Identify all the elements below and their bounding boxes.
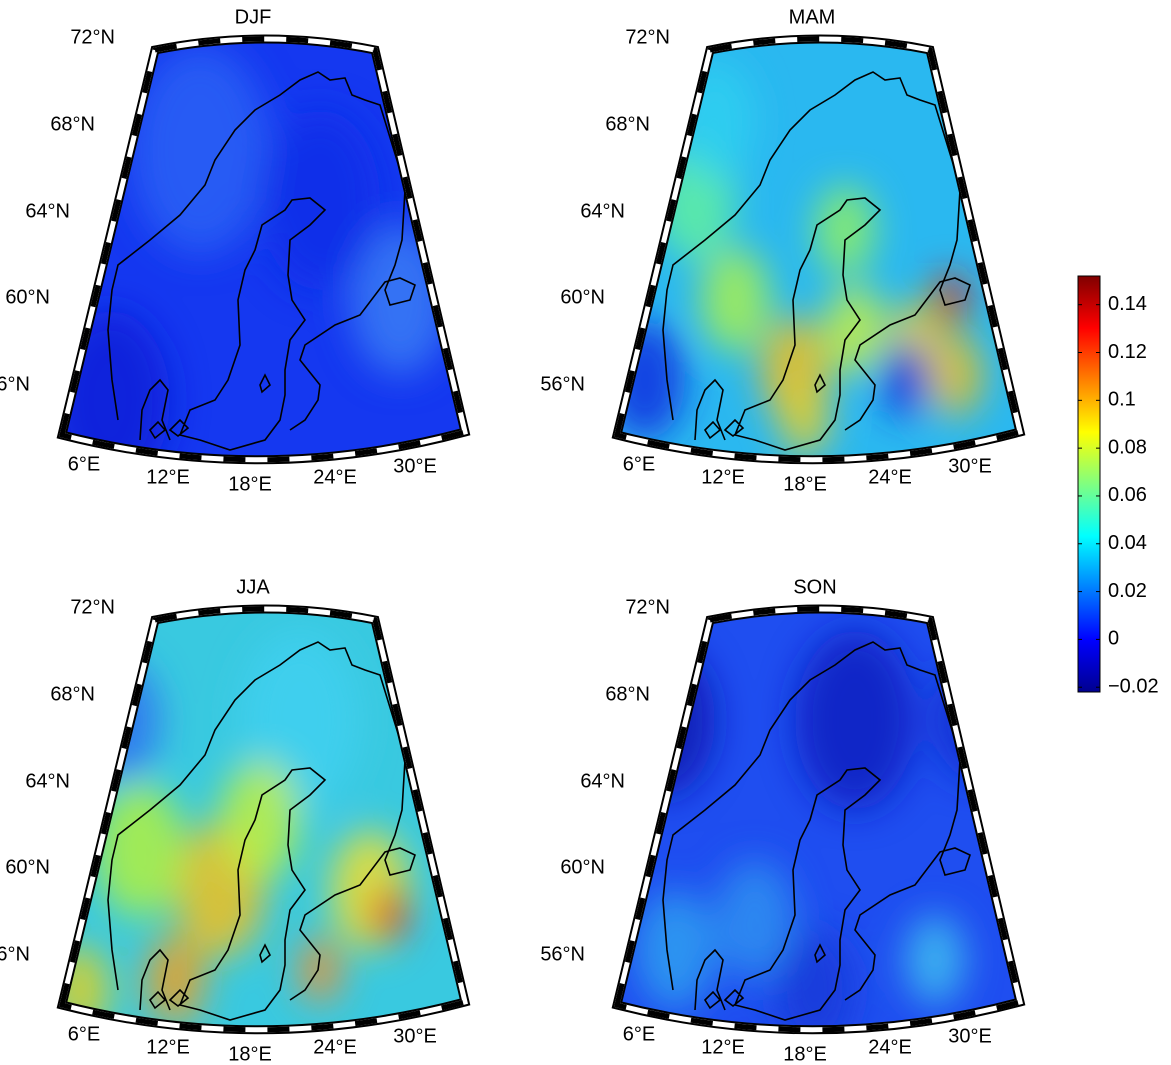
panel-title: SON [793, 576, 836, 598]
coastline [107, 71, 416, 451]
colorbar-label: 0.12 [1108, 341, 1147, 363]
lon-label: 6°E [68, 453, 100, 475]
colorbar-label: 0.1 [1108, 389, 1136, 411]
lon-label: 18°E [783, 473, 827, 495]
lat-label: 72°N [70, 596, 115, 618]
lon-label: 6°E [68, 1023, 100, 1045]
lat-label: 72°N [625, 596, 670, 618]
lon-label: 6°E [623, 1023, 655, 1045]
colorbar-label: 0.06 [1108, 484, 1147, 506]
lat-label: 56°N [540, 943, 585, 965]
lat-label: 68°N [50, 683, 95, 705]
lat-label: 72°N [70, 26, 115, 48]
panel-title: JJA [236, 576, 270, 598]
panel-title: MAM [789, 6, 836, 28]
coastline [662, 71, 971, 451]
map-panel: SON 72°N 68°N 64°N 60°N 56°N 6°E 12°E 18°E 24°E 30… [540, 576, 1026, 1065]
lon-label: 6°E [623, 453, 655, 475]
lon-label: 24°E [313, 1036, 357, 1058]
colorbar-label: 0.08 [1108, 436, 1147, 458]
lat-label: 56°N [540, 373, 585, 395]
lon-label: 18°E [228, 473, 272, 495]
lat-label: 60°N [5, 286, 50, 308]
lon-label: 24°E [313, 466, 357, 488]
lat-label: 60°N [560, 286, 605, 308]
field [617, 39, 1020, 460]
lat-label: 68°N [605, 113, 650, 135]
lon-label: 12°E [146, 466, 190, 488]
field [62, 39, 465, 460]
lon-label: 24°E [868, 466, 912, 488]
lat-label: 64°N [25, 200, 70, 222]
colorbar-label: 0 [1108, 628, 1119, 650]
lat-label: 56°N [0, 373, 30, 395]
lat-label: 72°N [625, 26, 670, 48]
lon-label: 18°E [783, 1043, 827, 1065]
lat-label: 56°N [0, 943, 30, 965]
lat-label: 64°N [580, 770, 625, 792]
colorbar-ramp [1077, 275, 1101, 693]
colorbar-label: 0.14 [1108, 293, 1147, 315]
lon-label: 24°E [868, 1036, 912, 1058]
lon-label: 18°E [228, 1043, 272, 1065]
panel-title: DJF [235, 6, 272, 28]
map-panel: JJA 72°N 68°N 64°N 60°N 56°N 6°E 12°E 18°E 24°E 30… [0, 576, 471, 1065]
colorbar-label: −0.02 [1108, 675, 1159, 697]
lat-label: 68°N [605, 683, 650, 705]
lat-label: 64°N [580, 200, 625, 222]
colorbar-label: 0.02 [1108, 580, 1147, 602]
coastline [662, 641, 971, 1021]
lon-label: 12°E [701, 466, 745, 488]
lon-label: 30°E [948, 455, 992, 477]
colorbar-label: 0.04 [1108, 532, 1147, 554]
lon-label: 12°E [701, 1036, 745, 1058]
lat-label: 60°N [560, 856, 605, 878]
colorbar: −0.02 0 0.02 0.04 0.06 0.08 0.1 0.12 0.14 [1077, 275, 1159, 697]
lon-label: 30°E [393, 1025, 437, 1047]
map-panel: MAM 72°N 68°N 64°N 60°N 56°N 6°E 12°E 18°E 24°E 30… [540, 6, 1026, 495]
map-panel: DJF 72°N 68°N 64°N 60°N 56°N 6°E 12°E 18°E 24°E 30… [0, 6, 471, 495]
lat-label: 68°N [50, 113, 95, 135]
field [62, 609, 465, 1030]
lon-label: 30°E [948, 1025, 992, 1047]
lon-label: 12°E [146, 1036, 190, 1058]
coastline [107, 641, 416, 1021]
lon-label: 30°E [393, 455, 437, 477]
lat-label: 60°N [5, 856, 50, 878]
lat-label: 64°N [25, 770, 70, 792]
